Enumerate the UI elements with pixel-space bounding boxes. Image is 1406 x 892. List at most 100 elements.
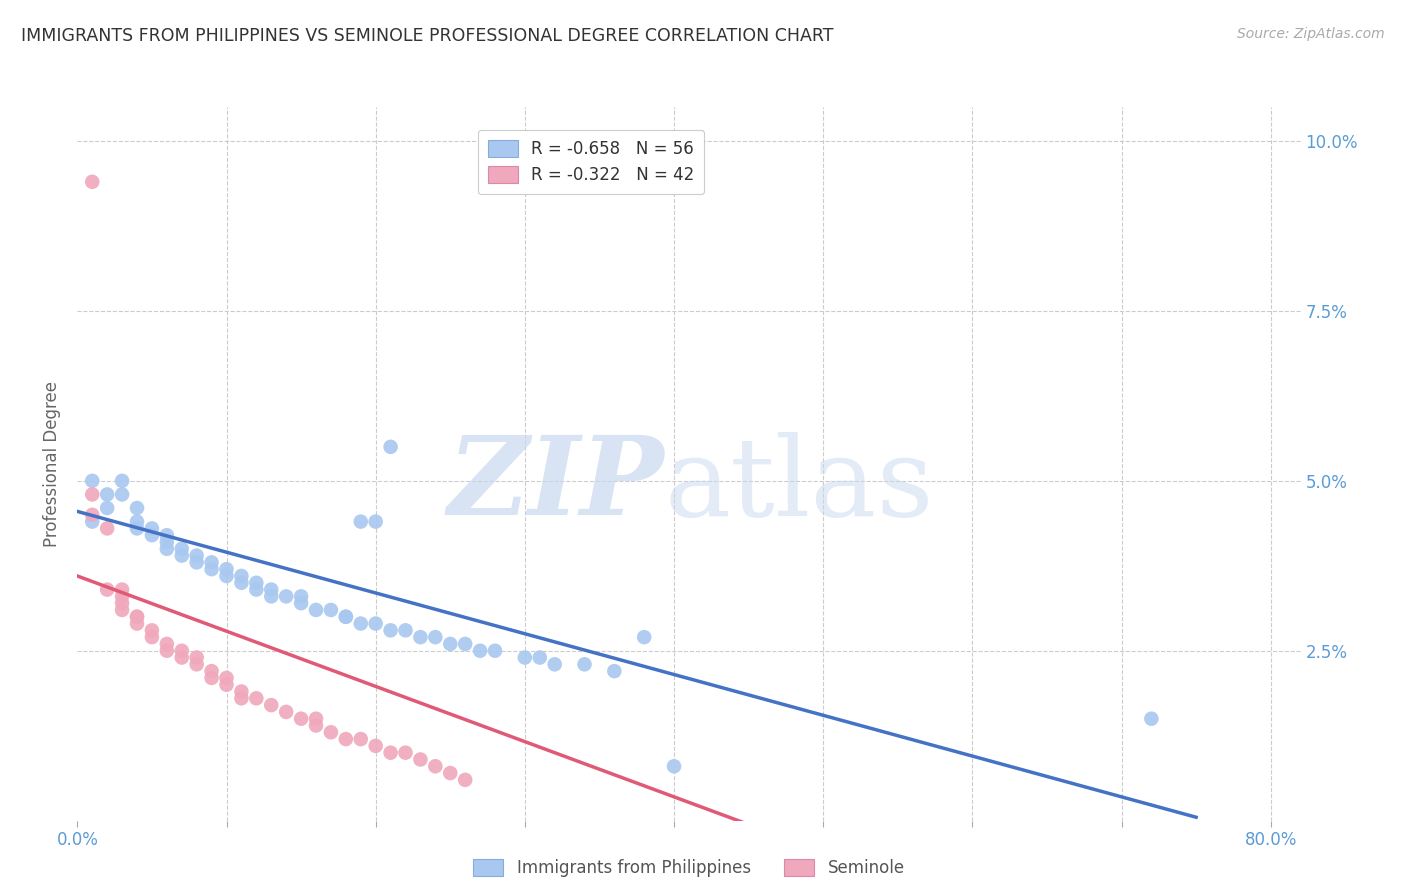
Point: [125, 515, 148, 529]
Text: atlas: atlas: [665, 432, 934, 539]
Point: [141, 630, 163, 644]
Point: [290, 712, 312, 726]
Point: [200, 671, 222, 685]
Point: [603, 664, 626, 678]
Point: [125, 609, 148, 624]
Text: Source: ZipAtlas.com: Source: ZipAtlas.com: [1237, 27, 1385, 41]
Point: [200, 562, 222, 576]
Point: [335, 732, 357, 747]
Point: [231, 691, 253, 706]
Point: [350, 616, 373, 631]
Point: [186, 549, 208, 563]
Point: [156, 541, 179, 556]
Point: [380, 440, 402, 454]
Point: [141, 521, 163, 535]
Point: [290, 590, 312, 604]
Point: [276, 590, 298, 604]
Point: [170, 650, 193, 665]
Point: [245, 575, 267, 590]
Point: [141, 528, 163, 542]
Point: [200, 664, 222, 678]
Point: [350, 515, 373, 529]
Point: [125, 609, 148, 624]
Point: [215, 569, 238, 583]
Point: [111, 582, 134, 597]
Point: [305, 603, 328, 617]
Point: [409, 752, 432, 766]
Point: [96, 582, 118, 597]
Point: [111, 474, 134, 488]
Point: [276, 705, 298, 719]
Point: [96, 487, 118, 501]
Point: [260, 590, 283, 604]
Point: [290, 596, 312, 610]
Legend: Immigrants from Philippines, Seminole: Immigrants from Philippines, Seminole: [467, 852, 911, 884]
Point: [633, 630, 655, 644]
Point: [215, 562, 238, 576]
Text: ZIP: ZIP: [449, 432, 665, 539]
Point: [170, 549, 193, 563]
Point: [335, 609, 357, 624]
Point: [186, 657, 208, 672]
Point: [82, 515, 104, 529]
Point: [305, 718, 328, 732]
Point: [245, 582, 267, 597]
Point: [425, 759, 447, 773]
Point: [125, 616, 148, 631]
Point: [170, 541, 193, 556]
Point: [529, 650, 551, 665]
Point: [111, 590, 134, 604]
Point: [364, 616, 387, 631]
Point: [156, 535, 179, 549]
Point: [454, 637, 477, 651]
Point: [439, 766, 461, 780]
Point: [425, 630, 447, 644]
Point: [409, 630, 432, 644]
Point: [335, 609, 357, 624]
Point: [186, 650, 208, 665]
Point: [82, 487, 104, 501]
Point: [364, 515, 387, 529]
Y-axis label: Professional Degree: Professional Degree: [44, 381, 62, 547]
Point: [111, 596, 134, 610]
Point: [111, 603, 134, 617]
Point: [1140, 712, 1163, 726]
Point: [156, 637, 179, 651]
Point: [260, 698, 283, 712]
Point: [484, 644, 506, 658]
Point: [245, 691, 267, 706]
Point: [170, 644, 193, 658]
Point: [231, 684, 253, 698]
Point: [439, 637, 461, 651]
Point: [215, 678, 238, 692]
Point: [96, 521, 118, 535]
Point: [468, 644, 491, 658]
Point: [662, 759, 685, 773]
Point: [319, 603, 342, 617]
Point: [544, 657, 567, 672]
Point: [574, 657, 596, 672]
Point: [380, 624, 402, 638]
Point: [319, 725, 342, 739]
Point: [200, 555, 222, 569]
Point: [394, 746, 416, 760]
Point: [125, 501, 148, 516]
Point: [513, 650, 536, 665]
Point: [454, 772, 477, 787]
Point: [111, 487, 134, 501]
Point: [364, 739, 387, 753]
Point: [215, 671, 238, 685]
Point: [141, 624, 163, 638]
Point: [82, 508, 104, 522]
Point: [394, 624, 416, 638]
Point: [231, 569, 253, 583]
Point: [156, 644, 179, 658]
Point: [125, 521, 148, 535]
Point: [82, 474, 104, 488]
Point: [96, 501, 118, 516]
Point: [231, 575, 253, 590]
Point: [156, 528, 179, 542]
Point: [260, 582, 283, 597]
Text: IMMIGRANTS FROM PHILIPPINES VS SEMINOLE PROFESSIONAL DEGREE CORRELATION CHART: IMMIGRANTS FROM PHILIPPINES VS SEMINOLE …: [21, 27, 834, 45]
Point: [380, 746, 402, 760]
